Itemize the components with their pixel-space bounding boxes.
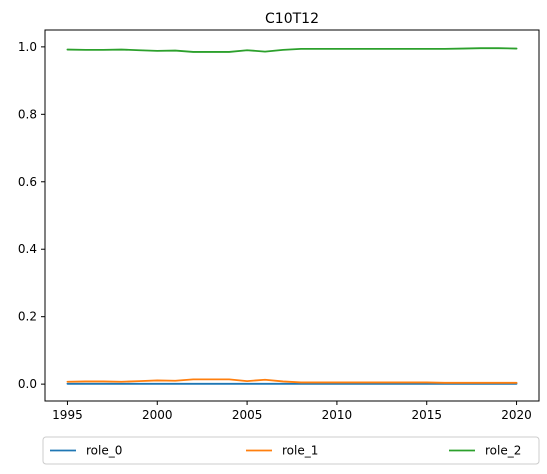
y-tick-label: 1.0 <box>18 40 37 54</box>
x-tick-label: 2015 <box>411 408 442 422</box>
y-tick-label: 0.6 <box>18 175 37 189</box>
series-layer <box>66 47 518 385</box>
legend-box <box>42 436 540 465</box>
x-tick-label: 2020 <box>501 408 532 422</box>
x-tick-label: 2010 <box>322 408 353 422</box>
y-tick-label: 0.4 <box>18 242 37 256</box>
legend: role_0 role_1 role_2 <box>42 436 540 465</box>
series-line-role_2 <box>66 47 518 53</box>
series-line-role_1 <box>66 378 518 384</box>
legend-label-role_2: role_2 <box>485 444 521 458</box>
legend-label-role_1: role_1 <box>282 444 318 458</box>
x-tick-label: 2000 <box>142 408 173 422</box>
legend-label-role_0: role_0 <box>86 444 122 458</box>
y-tick-label: 0.2 <box>18 310 37 324</box>
x-tick-label: 2005 <box>232 408 263 422</box>
y-axis: 0.0 0.2 0.4 0.6 0.8 1.0 <box>18 40 45 391</box>
plot-frame <box>44 29 540 402</box>
y-tick-label: 0.0 <box>18 377 37 391</box>
x-tick-label: 1995 <box>52 408 83 422</box>
y-tick-label: 0.8 <box>18 107 37 121</box>
x-axis: 1995 2000 2005 2010 2015 2020 <box>52 401 532 422</box>
chart-title: C10T12 <box>265 11 319 27</box>
